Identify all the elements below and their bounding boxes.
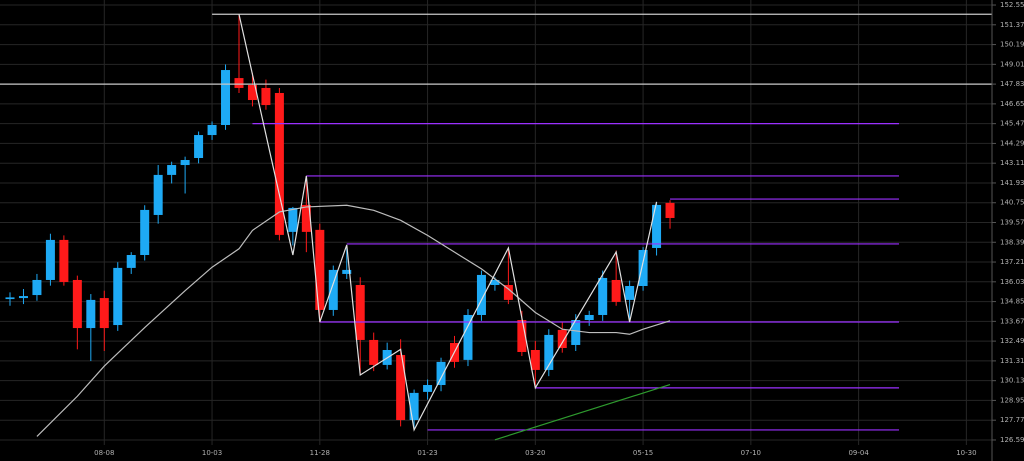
overlay-line [238, 14, 658, 432]
candle-body [234, 78, 244, 88]
candle-body [274, 92, 284, 235]
candle-body [436, 361, 446, 386]
candle-body [18, 296, 28, 299]
y-tick-label: 126.59 [1000, 436, 1024, 444]
candle-body [180, 160, 190, 166]
candle-body [652, 204, 662, 248]
candle-body [194, 135, 204, 158]
candle-body [611, 279, 621, 302]
candle-body [301, 204, 311, 232]
candle-body [113, 267, 123, 326]
y-tick-label: 144.29 [1000, 139, 1024, 147]
candle-body [409, 392, 419, 421]
axes: 152.55 151.37 150.19 149.01 147.83 146.65 145.… [94, 1, 1024, 457]
candle-body [355, 284, 365, 340]
candle-body [72, 279, 82, 329]
candle-body [167, 165, 177, 175]
candle-body [571, 320, 581, 345]
candle-body [247, 84, 257, 101]
candle-body [99, 298, 109, 329]
candle-body [5, 297, 15, 300]
y-tick-label: 143.11 [1000, 159, 1024, 167]
candle-body [153, 174, 163, 215]
y-tick-label: 136.03 [1000, 278, 1024, 286]
y-tick-label: 130.13 [1000, 377, 1024, 385]
plot-area [0, 13, 992, 441]
y-tick-label: 139.57 [1000, 219, 1024, 227]
candle-body [140, 209, 150, 256]
y-tick-label: 128.95 [1000, 396, 1024, 404]
overlay-line [494, 383, 671, 441]
candle-body [530, 350, 540, 370]
y-tick-label: 140.75 [1000, 199, 1024, 207]
candle-body [625, 285, 635, 300]
candle-body [544, 334, 554, 370]
grid [0, 0, 992, 445]
x-tick-label: 03-20 [525, 449, 545, 457]
candle-body [369, 339, 379, 365]
x-tick-label: 10-03 [202, 449, 222, 457]
y-tick-label: 141.93 [1000, 179, 1024, 187]
y-tick-label: 133.67 [1000, 317, 1024, 325]
y-tick-label: 132.49 [1000, 337, 1024, 345]
y-tick-label: 149.01 [1000, 60, 1024, 68]
candle-body [463, 314, 473, 360]
x-tick-label: 01-23 [417, 449, 437, 457]
candle-body [221, 70, 231, 125]
candle-body [476, 274, 486, 315]
x-tick-label: 07-10 [741, 449, 761, 457]
x-tick-label: 10-30 [956, 449, 976, 457]
x-tick-label: 09-04 [848, 449, 869, 457]
x-tick-label: 08-08 [94, 449, 114, 457]
y-tick-label: 134.85 [1000, 298, 1024, 306]
candle-body [32, 279, 42, 296]
candle-body [315, 229, 325, 310]
candle-body [557, 329, 567, 348]
y-tick-label: 152.55 [1000, 1, 1024, 9]
y-tick-label: 151.37 [1000, 21, 1024, 29]
candle-body [503, 284, 513, 300]
candle-body [45, 239, 55, 280]
candle-body [584, 314, 594, 321]
candle-body [288, 207, 298, 232]
candle-body [261, 87, 271, 106]
y-tick-label: 131.31 [1000, 357, 1024, 365]
y-tick-label: 147.83 [1000, 80, 1024, 88]
candle-body [342, 269, 352, 274]
candle-body [638, 249, 648, 286]
candle-body [328, 269, 338, 310]
candle-body [517, 320, 527, 353]
y-tick-label: 145.47 [1000, 120, 1024, 128]
y-tick-label: 150.19 [1000, 41, 1024, 49]
candle-body [86, 299, 96, 329]
x-tick-label: 11-28 [310, 449, 330, 457]
candle-body [598, 277, 608, 315]
y-tick-label: 146.65 [1000, 100, 1024, 108]
candle-body [59, 239, 69, 282]
overlay-line [36, 204, 671, 437]
candle-body [423, 385, 433, 392]
y-tick-label: 138.39 [1000, 238, 1024, 246]
candle-body [665, 202, 675, 218]
candle-body [490, 279, 500, 285]
candle-body [126, 255, 136, 268]
y-tick-label: 127.77 [1000, 416, 1024, 424]
candle-body [396, 355, 406, 421]
candle-body [207, 124, 217, 136]
y-tick-label: 137.21 [1000, 258, 1024, 266]
x-tick-label: 05-15 [633, 449, 653, 457]
